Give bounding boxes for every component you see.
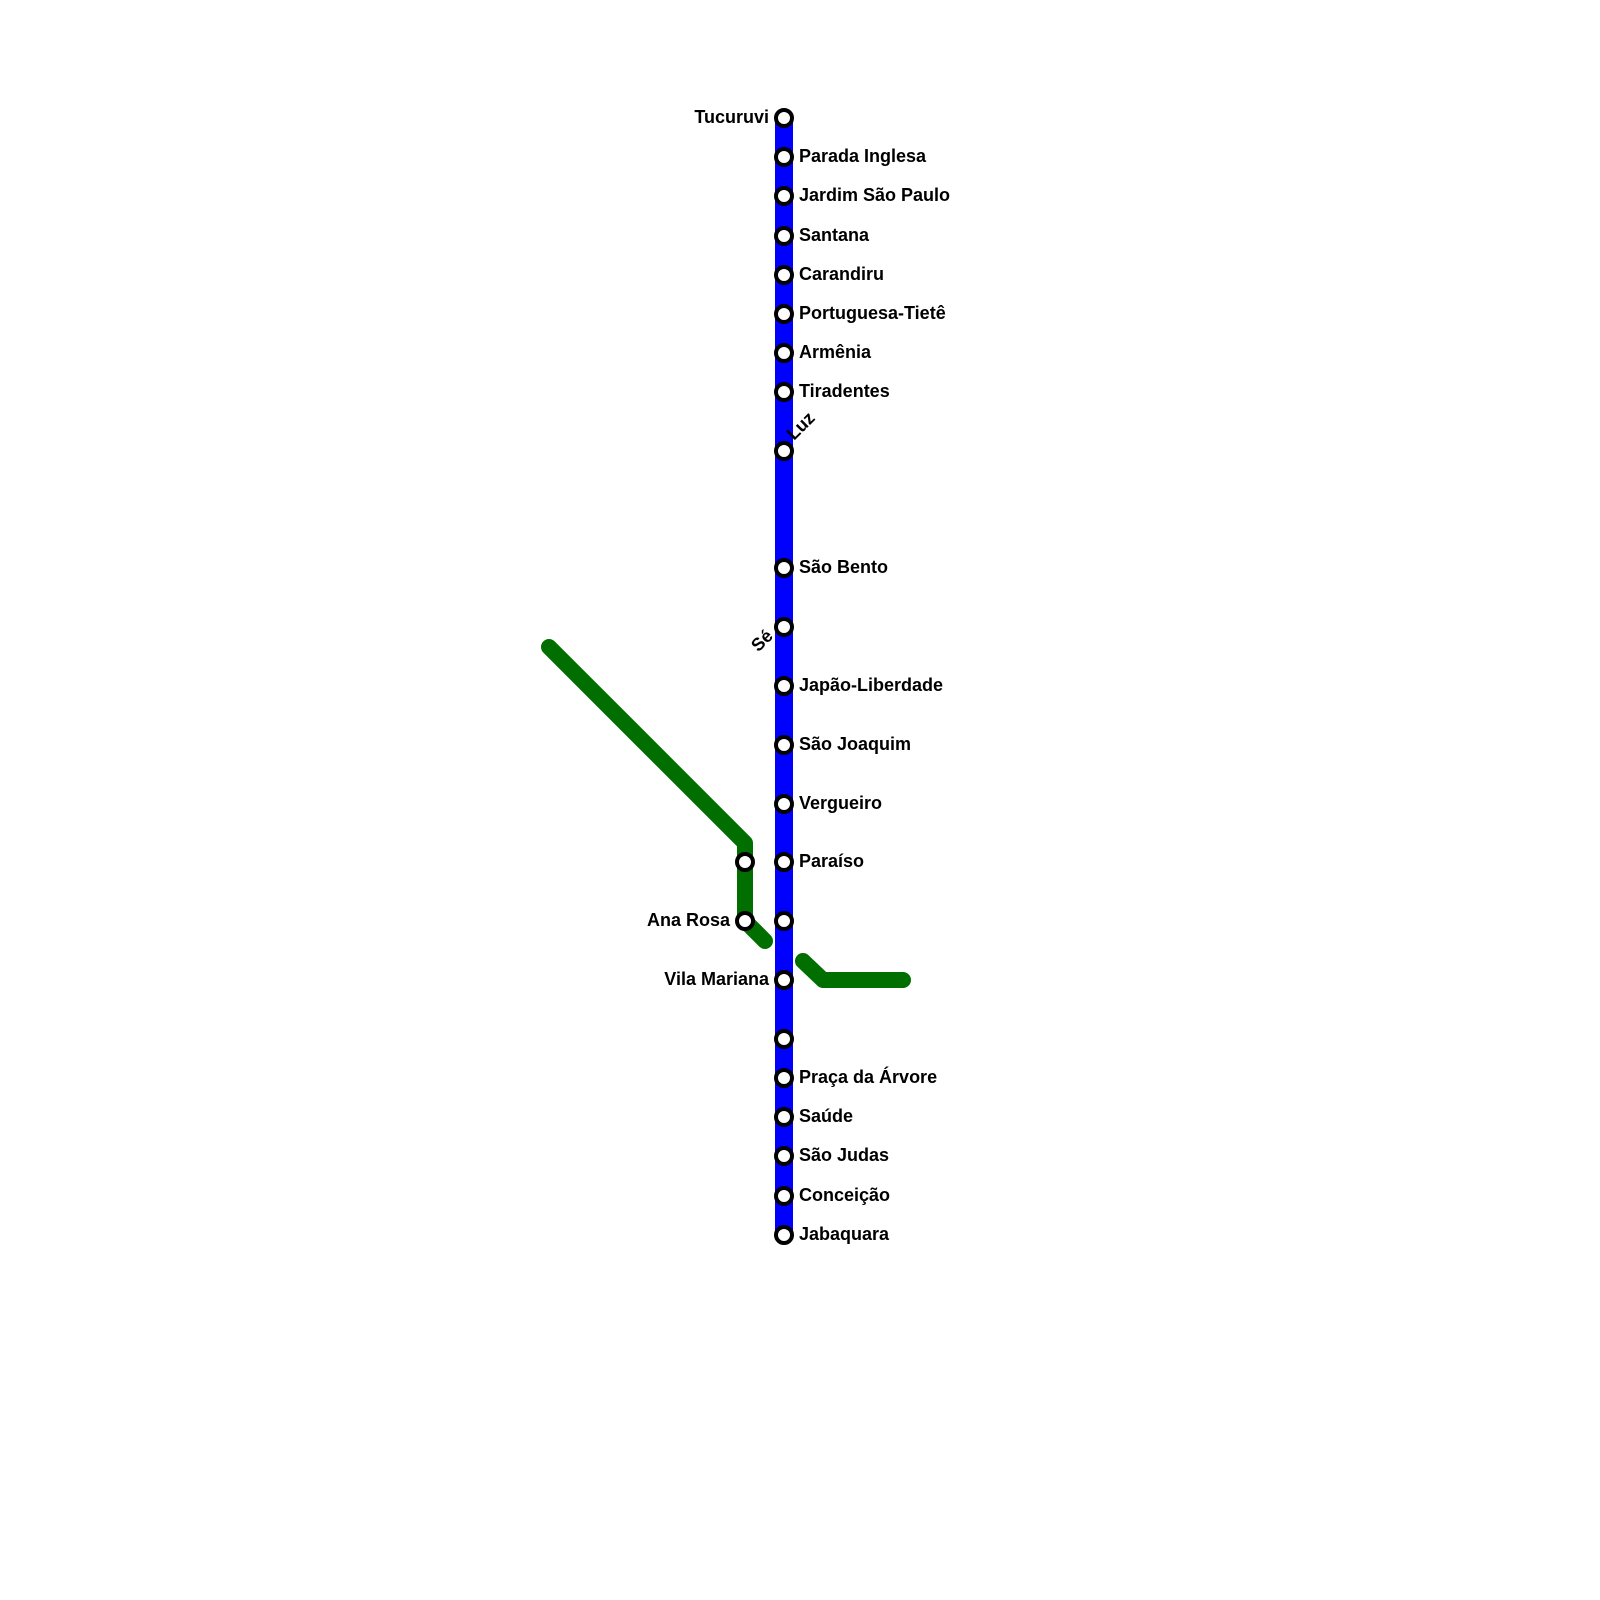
station[interactable]: Parada Inglesa bbox=[774, 146, 927, 167]
station[interactable]: Armênia bbox=[774, 342, 872, 363]
station[interactable]: Carandiru bbox=[774, 264, 884, 285]
station-label: Carandiru bbox=[799, 264, 884, 284]
station[interactable]: Jabaquara bbox=[774, 1224, 890, 1245]
station-marker[interactable] bbox=[774, 108, 794, 128]
station-marker[interactable] bbox=[774, 382, 794, 402]
station-marker[interactable] bbox=[774, 735, 794, 755]
green-line-segment-east bbox=[795, 953, 911, 988]
station-label: Tucuruvi bbox=[694, 107, 769, 127]
station-marker[interactable] bbox=[774, 1107, 794, 1127]
station-marker[interactable] bbox=[774, 186, 794, 206]
station[interactable]: Vila Mariana bbox=[664, 969, 794, 990]
station-marker[interactable] bbox=[774, 676, 794, 696]
station-label: Portuguesa-Tietê bbox=[799, 303, 946, 323]
station[interactable] bbox=[735, 852, 755, 872]
station-marker[interactable] bbox=[774, 970, 794, 990]
station-marker[interactable] bbox=[774, 343, 794, 363]
station-marker[interactable] bbox=[735, 911, 755, 931]
station-label: Paraíso bbox=[799, 851, 864, 871]
station-label: Conceição bbox=[799, 1185, 890, 1205]
station-label: Jardim São Paulo bbox=[799, 185, 950, 205]
station[interactable]: Santana bbox=[774, 225, 870, 246]
green-line-segment-west bbox=[541, 639, 773, 949]
station-marker[interactable] bbox=[774, 1225, 794, 1245]
station-marker[interactable] bbox=[774, 558, 794, 578]
station-label: Japão-Liberdade bbox=[799, 675, 943, 695]
station[interactable]: Vergueiro bbox=[774, 793, 882, 814]
station[interactable] bbox=[774, 1029, 794, 1049]
station-marker[interactable] bbox=[774, 226, 794, 246]
station[interactable]: Japão-Liberdade bbox=[774, 675, 943, 696]
station-marker[interactable] bbox=[774, 852, 794, 872]
station-label: Jabaquara bbox=[799, 1224, 890, 1244]
station-marker[interactable] bbox=[774, 441, 794, 461]
station-label: Praça da Árvore bbox=[799, 1066, 937, 1087]
station[interactable]: Praça da Árvore bbox=[774, 1066, 937, 1088]
station-marker[interactable] bbox=[774, 617, 794, 637]
station-label: São Joaquim bbox=[799, 734, 911, 754]
station-marker[interactable] bbox=[774, 911, 794, 931]
station-label: Armênia bbox=[799, 342, 872, 362]
station[interactable]: Paraíso bbox=[774, 851, 864, 872]
station[interactable]: Portuguesa-Tietê bbox=[774, 303, 946, 324]
station[interactable]: Ana Rosa bbox=[647, 910, 755, 931]
station[interactable] bbox=[774, 911, 794, 931]
station-label: Vergueiro bbox=[799, 793, 882, 813]
station-marker[interactable] bbox=[774, 1146, 794, 1166]
station-marker[interactable] bbox=[774, 794, 794, 814]
station-label: São Bento bbox=[799, 557, 888, 577]
station[interactable]: Tiradentes bbox=[774, 381, 890, 402]
station-marker[interactable] bbox=[774, 304, 794, 324]
station[interactable]: Jardim São Paulo bbox=[774, 185, 950, 206]
station[interactable]: São Bento bbox=[774, 557, 888, 578]
station[interactable]: São Judas bbox=[774, 1145, 889, 1166]
station-marker[interactable] bbox=[774, 1186, 794, 1206]
station-label: Santana bbox=[799, 225, 870, 245]
station[interactable]: Tucuruvi bbox=[694, 107, 794, 128]
station-label: Tiradentes bbox=[799, 381, 890, 401]
station-label: São Judas bbox=[799, 1145, 889, 1165]
station-label: Vila Mariana bbox=[664, 969, 770, 989]
station-marker[interactable] bbox=[735, 852, 755, 872]
station-label: Ana Rosa bbox=[647, 910, 731, 930]
station[interactable]: Saúde bbox=[774, 1106, 853, 1127]
station-label: Sé bbox=[747, 626, 777, 656]
station[interactable]: Conceição bbox=[774, 1185, 890, 1206]
station-label: Parada Inglesa bbox=[799, 146, 927, 166]
station-marker[interactable] bbox=[774, 265, 794, 285]
station-marker[interactable] bbox=[774, 147, 794, 167]
station-marker[interactable] bbox=[774, 1068, 794, 1088]
station-label: Saúde bbox=[799, 1106, 853, 1126]
station-marker[interactable] bbox=[774, 1029, 794, 1049]
station[interactable]: São Joaquim bbox=[774, 734, 911, 755]
